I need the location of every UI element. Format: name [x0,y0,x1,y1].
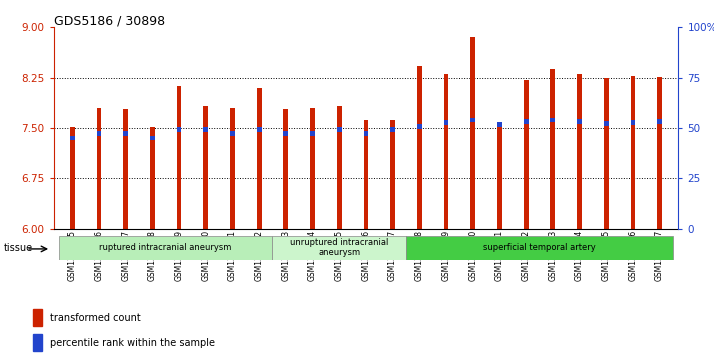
Bar [497,127,502,229]
Bar [550,118,555,122]
Bar [124,131,128,136]
Text: ruptured intracranial aneurysm: ruptured intracranial aneurysm [99,243,232,252]
Text: transformed count: transformed count [50,313,141,323]
Bar [577,74,582,229]
Bar [630,120,635,125]
Bar [577,119,582,123]
Text: percentile rank within the sample: percentile rank within the sample [50,338,215,347]
Bar [203,127,208,132]
Bar [471,118,475,122]
Bar [391,127,395,132]
Bar [33,309,42,326]
Bar [604,121,608,126]
Bar [417,66,422,229]
Bar [604,78,608,229]
Bar [150,127,155,229]
Bar [550,69,555,229]
Text: superficial temporal artery: superficial temporal artery [483,243,596,252]
Bar [176,86,181,229]
Bar [176,127,181,132]
Bar [523,79,528,229]
Bar [33,334,42,351]
Text: GDS5186 / 30898: GDS5186 / 30898 [54,15,165,28]
Bar [59,236,273,260]
Bar [337,127,341,132]
Bar [443,74,448,229]
Bar [363,120,368,229]
Bar [443,120,448,125]
Bar [417,124,422,129]
Bar [523,119,528,123]
Bar [337,106,341,229]
Bar [96,131,101,136]
Bar [230,108,235,229]
Bar [471,37,475,229]
Bar [310,131,315,136]
Bar [391,120,395,229]
Text: tissue: tissue [4,242,33,253]
Bar [70,136,75,140]
Bar [657,119,662,123]
Bar [657,77,662,229]
Bar [363,131,368,136]
Text: unruptured intracranial
aneurysm: unruptured intracranial aneurysm [290,238,388,257]
Bar [283,131,288,136]
Bar [124,109,128,229]
Bar [70,127,75,229]
Bar [283,109,288,229]
Bar [630,76,635,229]
Bar [150,136,155,140]
Bar [497,122,502,127]
Bar [203,106,208,229]
Bar [230,131,235,136]
Bar [310,108,315,229]
Bar [273,236,406,260]
Bar [257,127,261,132]
Bar [406,236,673,260]
Bar [257,88,261,229]
Bar [96,108,101,229]
